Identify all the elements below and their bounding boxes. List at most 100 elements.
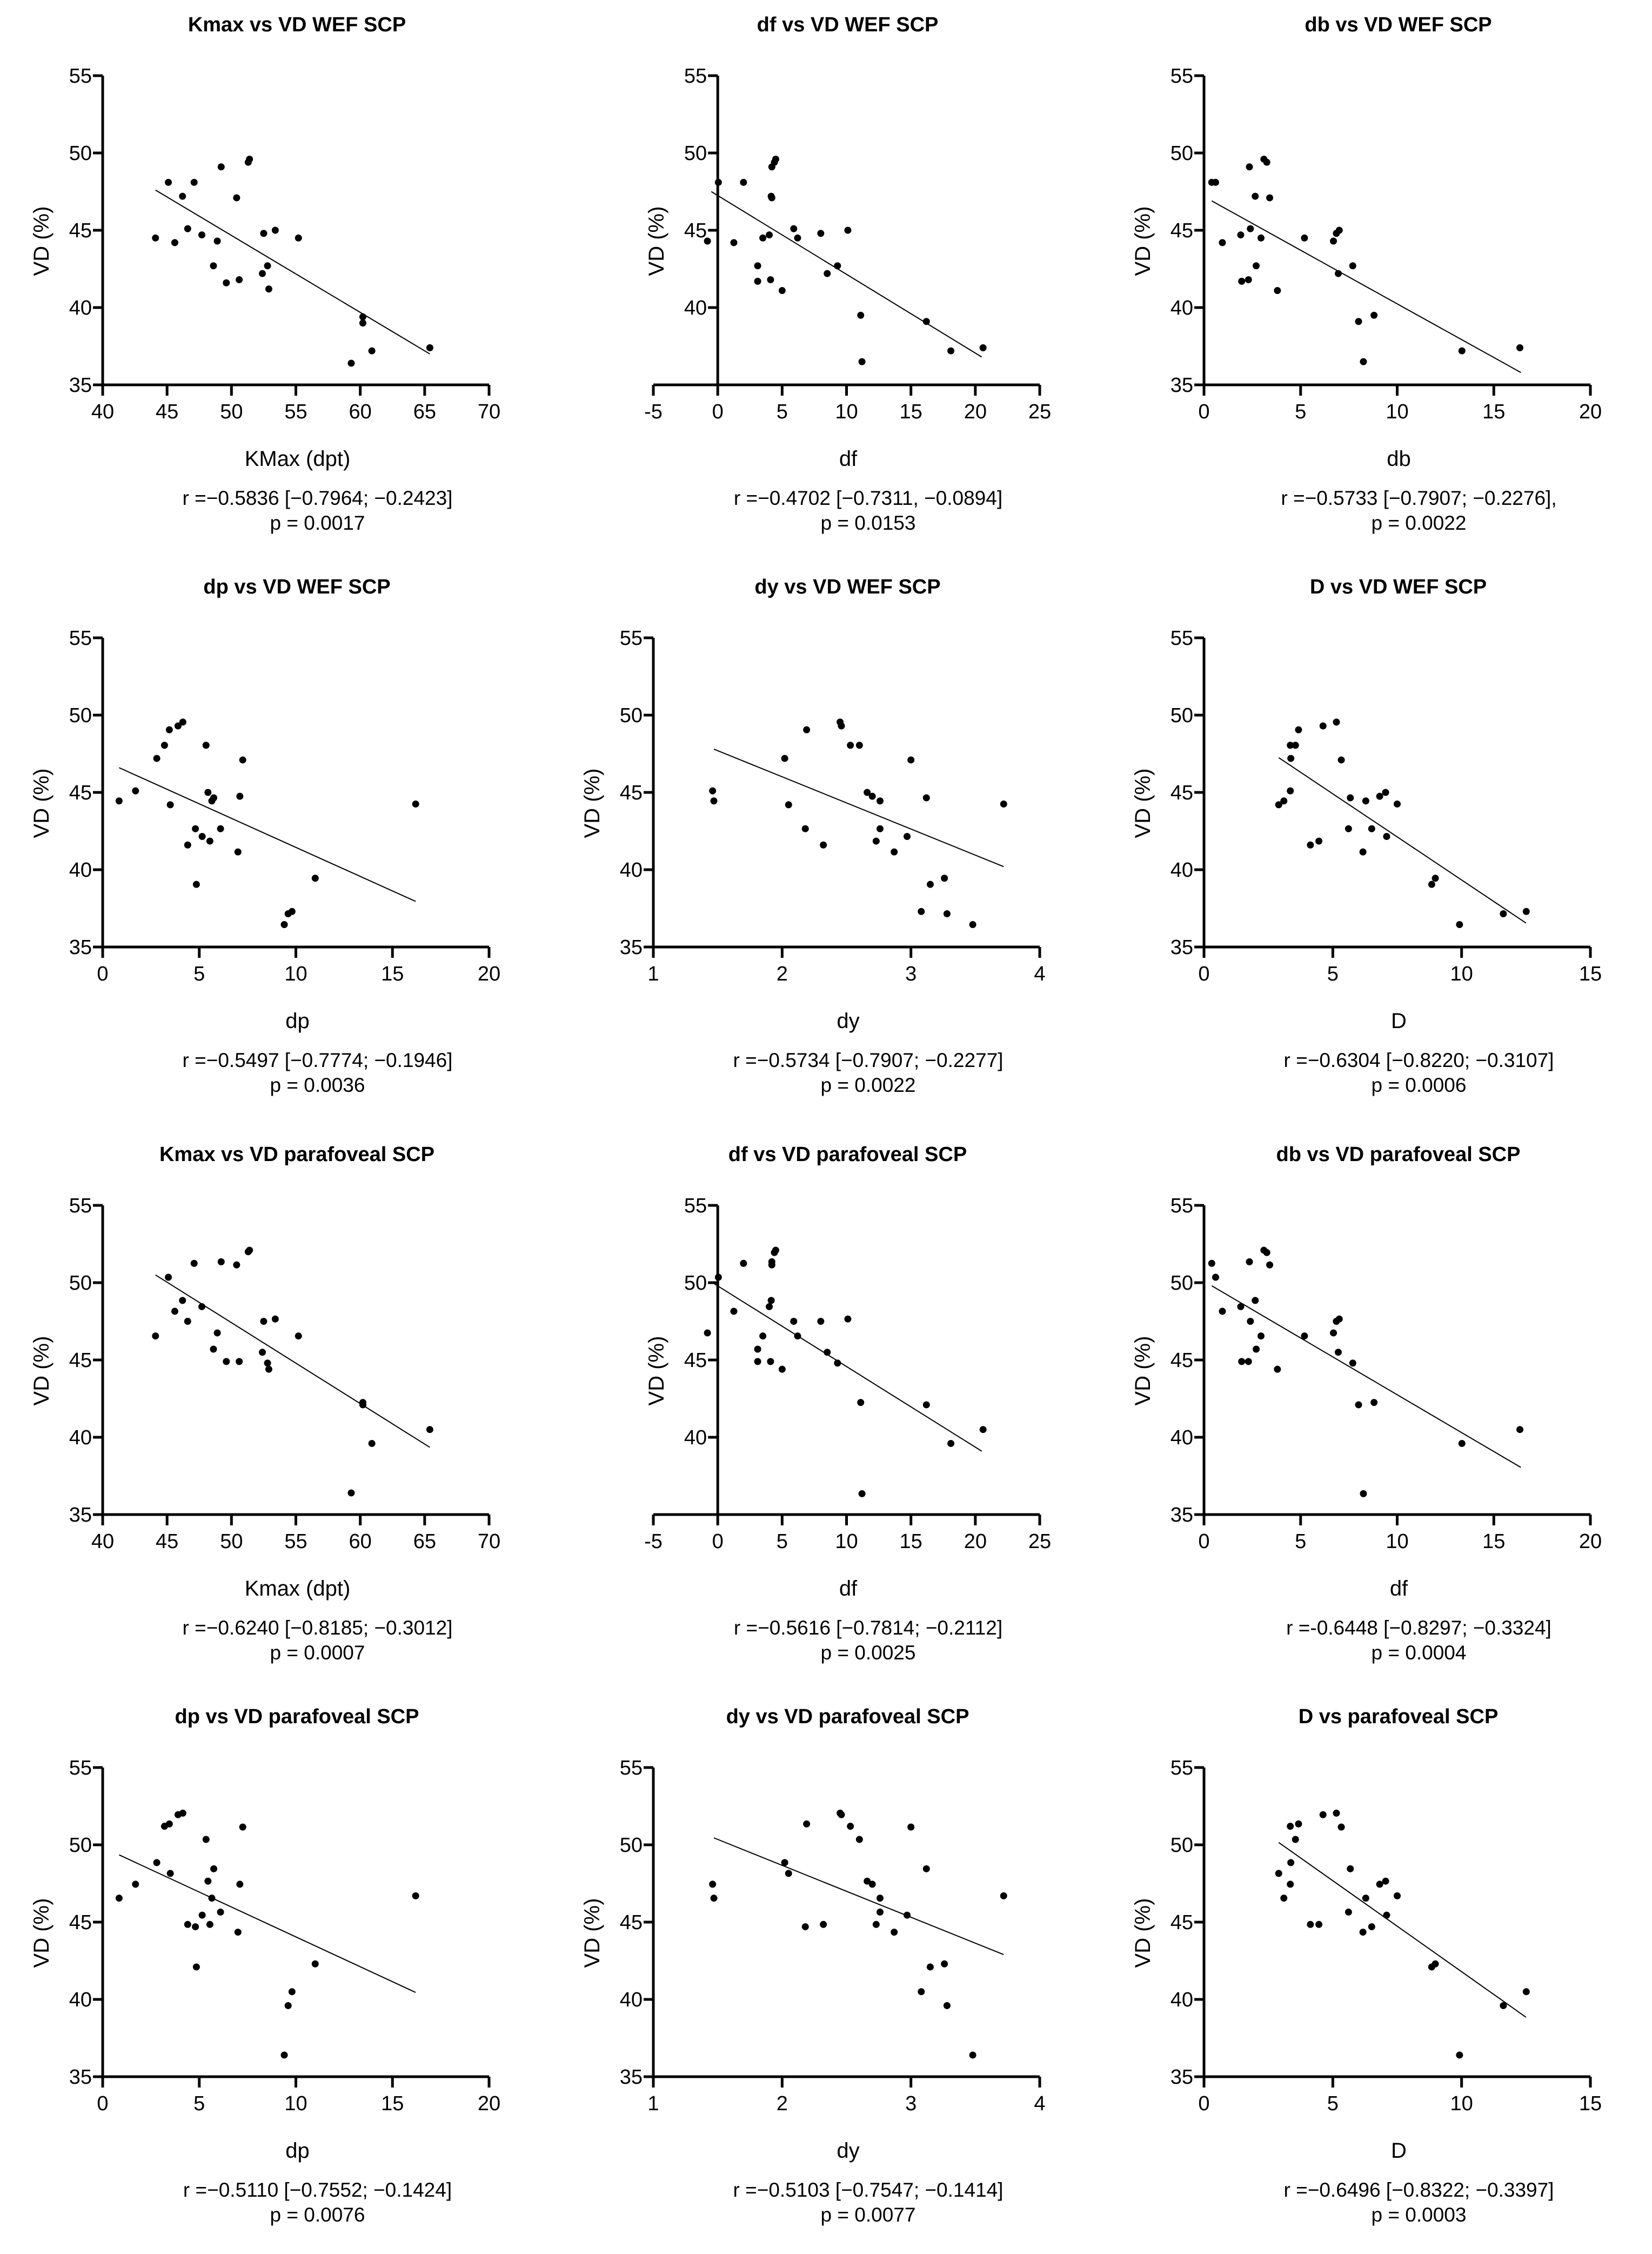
- data-point: [820, 1920, 827, 1928]
- x-tick-label: 3: [905, 2092, 917, 2115]
- regression-line: [1278, 1842, 1527, 2018]
- data-point: [165, 1820, 173, 1828]
- data-point: [1307, 1920, 1314, 1928]
- data-point: [754, 277, 761, 285]
- data-point: [204, 1877, 212, 1885]
- data-point: [704, 237, 711, 245]
- scatter-panel: db vs VD parafoveal SCP 0 5 10 15 20 35 40 45 50 5…: [1101, 1130, 1652, 1692]
- data-point: [1376, 1880, 1383, 1888]
- data-point: [1349, 262, 1356, 270]
- x-tick-label: 15: [1482, 1530, 1505, 1553]
- data-point: [864, 789, 871, 796]
- data-point: [838, 722, 845, 730]
- y-tick-label: 55: [69, 1195, 92, 1217]
- data-point: [834, 1359, 841, 1367]
- data-point: [855, 742, 863, 749]
- y-axis-label: VD (%): [580, 1898, 604, 1968]
- x-tick-label: 0: [1198, 1530, 1209, 1553]
- y-tick-label: 55: [1171, 627, 1193, 650]
- p-value: p = 0.0022: [1372, 512, 1467, 534]
- data-point: [359, 319, 366, 327]
- x-tick-label: 65: [413, 401, 436, 423]
- regression-line: [711, 191, 982, 358]
- data-point: [979, 1426, 987, 1433]
- p-value: p = 0.0004: [1372, 1642, 1467, 1664]
- data-point: [198, 231, 206, 239]
- data-point: [206, 837, 213, 845]
- y-tick-label: 45: [1171, 219, 1193, 242]
- x-axis-label: KMax (dpt): [245, 447, 351, 471]
- y-tick-label: 45: [1171, 1911, 1193, 1934]
- correlation-r: r =−0.5110 [−0.7552; −0.1424]: [183, 2179, 452, 2201]
- data-point: [1263, 158, 1270, 166]
- data-point: [1360, 1490, 1367, 1497]
- scatter-chart: dp vs VD parafoveal SCP 0 5 10 15 20 35 40 45 50 5…: [30, 1705, 500, 2226]
- x-tick-label: 0: [97, 2092, 108, 2115]
- y-tick-label: 45: [684, 1349, 707, 1372]
- data-point: [1333, 718, 1340, 726]
- data-point: [264, 1359, 271, 1367]
- chart-title: dy vs VD WEF SCP: [754, 576, 940, 598]
- x-tick-label: 2: [777, 963, 788, 985]
- data-point: [1245, 1358, 1252, 1365]
- data-point: [1245, 276, 1252, 284]
- data-point: [210, 262, 217, 270]
- y-tick-label: 35: [620, 936, 643, 959]
- data-point: [817, 1318, 825, 1325]
- x-axis-label: Kmax (dpt): [245, 1577, 351, 1601]
- data-point: [868, 1880, 876, 1888]
- y-tick-label: 50: [1171, 704, 1193, 727]
- y-axis-label: VD (%): [645, 206, 668, 276]
- x-tick-label: 10: [1450, 2092, 1473, 2115]
- y-tick-label: 45: [1171, 1349, 1193, 1372]
- data-point: [1266, 1261, 1274, 1269]
- p-value: p = 0.0076: [270, 2204, 365, 2226]
- data-point: [754, 1358, 761, 1365]
- data-point: [260, 1318, 267, 1325]
- y-tick-label: 40: [620, 1989, 643, 2011]
- scatter-panel: Kmax vs VD parafoveal SCP 40 45 50 55 60 65 70 3…: [0, 1130, 551, 1692]
- y-tick-label: 45: [620, 782, 643, 804]
- scatter-panel: D vs parafoveal SCP 0 5 10 15 35 40 45 50 55 VD (%…: [1101, 1692, 1652, 2254]
- data-point: [876, 797, 884, 805]
- data-point: [1370, 311, 1378, 319]
- data-point: [280, 2051, 288, 2059]
- y-axis-label: VD (%): [580, 769, 604, 838]
- data-point: [1208, 1259, 1215, 1267]
- data-point: [1500, 2002, 1507, 2009]
- data-point: [710, 1895, 718, 1902]
- data-point: [794, 234, 801, 242]
- data-point: [824, 270, 831, 277]
- data-point: [1456, 921, 1463, 929]
- x-tick-label: 0: [712, 1530, 724, 1553]
- data-point: [904, 833, 911, 841]
- data-point: [1292, 742, 1299, 749]
- y-tick-label: 50: [1171, 1272, 1193, 1295]
- correlation-r: r =−0.5616 [−0.7814; −0.2112]: [734, 1617, 1002, 1639]
- data-point: [223, 279, 230, 286]
- data-point: [132, 1880, 139, 1888]
- data-point: [295, 234, 302, 242]
- y-tick-label: 50: [69, 142, 92, 165]
- data-point: [730, 239, 738, 246]
- data-point: [115, 797, 123, 805]
- data-point: [213, 237, 221, 245]
- x-tick-label: 4: [1034, 2092, 1045, 2115]
- data-point: [714, 1273, 722, 1281]
- y-tick-label: 55: [1171, 1757, 1193, 1779]
- data-point: [891, 848, 898, 856]
- data-point: [259, 270, 266, 277]
- data-point: [192, 825, 199, 832]
- data-point: [1287, 755, 1295, 762]
- data-point: [1301, 234, 1308, 242]
- data-point: [1522, 1988, 1530, 1996]
- data-point: [1319, 722, 1327, 730]
- x-tick-label: 10: [835, 401, 858, 423]
- y-tick-label: 55: [1171, 65, 1193, 88]
- data-point: [1345, 1908, 1352, 1916]
- x-tick-label: 0: [97, 963, 108, 985]
- y-axis-label: VD (%): [30, 206, 53, 276]
- data-point: [1257, 234, 1265, 242]
- data-point: [907, 756, 915, 764]
- y-tick-label: 35: [69, 374, 92, 397]
